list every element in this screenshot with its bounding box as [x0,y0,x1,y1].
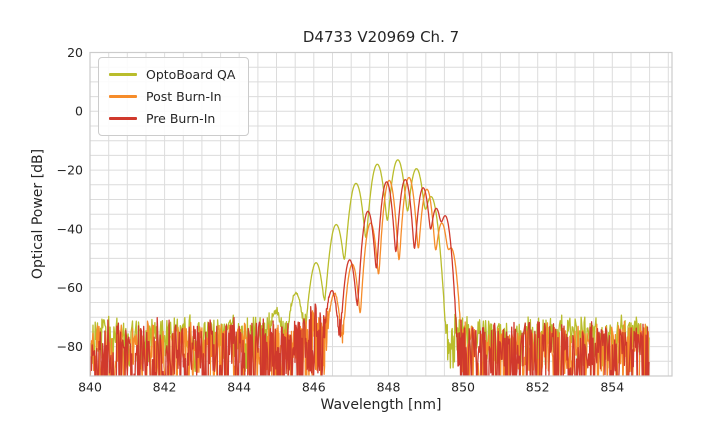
legend-label: Post Burn-In [146,89,222,104]
svg-text:852: 852 [526,380,550,395]
svg-text:−40: −40 [57,221,83,236]
svg-text:848: 848 [377,380,401,395]
svg-text:−20: −20 [57,162,83,177]
legend-line-swatch [109,95,137,98]
svg-text:20: 20 [67,45,83,60]
y-axis-label: Optical Power [dB] [30,148,46,280]
legend-label: Pre Burn-In [146,111,216,126]
legend-item-optoboard-qa: OptoBoard QA [109,67,235,82]
chart-title: D4733 V20969 Ch. 7 [302,28,460,46]
legend-item-post-burn-in: Post Burn-In [109,89,235,104]
svg-text:0: 0 [75,104,83,119]
legend-line-swatch [109,73,137,76]
x-axis-label: Wavelength [nm] [320,397,442,413]
svg-text:−60: −60 [57,280,83,295]
legend-label: OptoBoard QA [146,67,236,82]
svg-text:−80: −80 [57,339,83,354]
svg-text:854: 854 [600,380,624,395]
legend: OptoBoard QA Post Burn-In Pre Burn-In [98,57,250,136]
svg-text:850: 850 [451,380,475,395]
svg-text:844: 844 [227,380,251,395]
svg-text:842: 842 [153,380,177,395]
svg-text:840: 840 [78,380,102,395]
svg-text:846: 846 [302,380,326,395]
legend-line-swatch [109,117,137,120]
legend-item-pre-burn-in: Pre Burn-In [109,111,235,126]
